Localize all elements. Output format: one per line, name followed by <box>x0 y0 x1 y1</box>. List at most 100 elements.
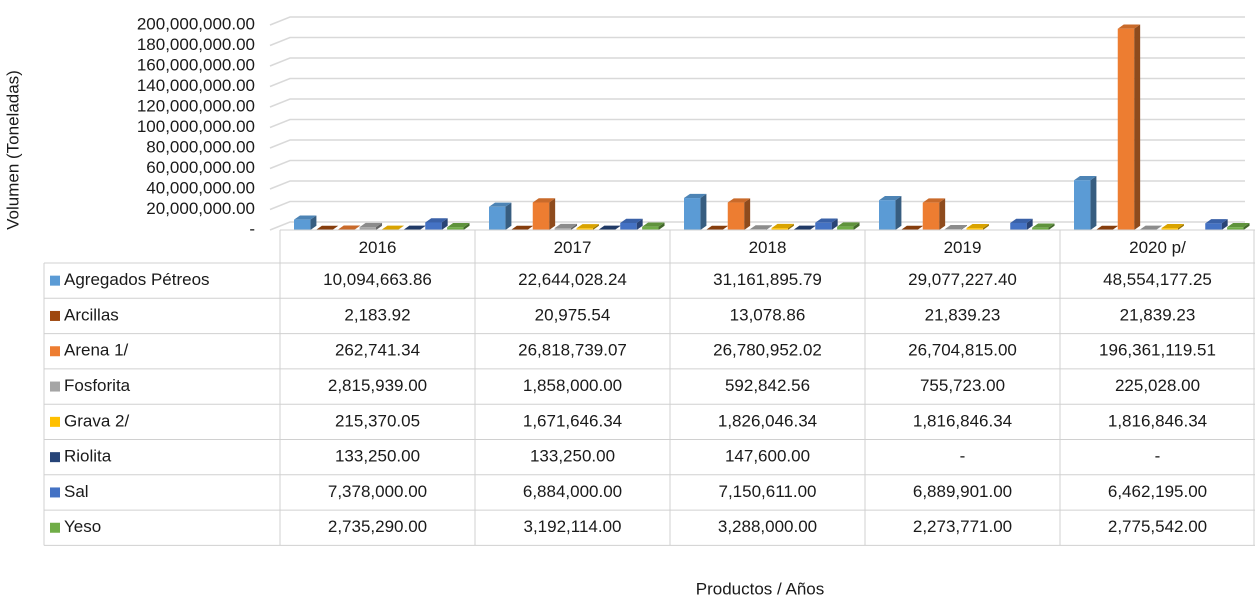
bar-top <box>1010 218 1033 223</box>
table-cell: 1,816,846.34 <box>913 411 1012 430</box>
bar <box>359 227 377 230</box>
bar-side <box>939 198 946 230</box>
bar <box>922 202 940 230</box>
table-cell: 133,250.00 <box>530 447 615 466</box>
bar-side <box>310 215 317 230</box>
table-cell: 31,161,895.79 <box>713 270 822 289</box>
bar-top <box>359 222 383 228</box>
y-tick-label: 40,000,000.00 <box>146 178 255 197</box>
bar-side <box>1134 24 1141 231</box>
bar-top <box>879 195 902 201</box>
bar-top <box>1032 223 1055 228</box>
bar <box>1010 222 1027 230</box>
bar-top <box>1074 176 1097 181</box>
legend-key <box>50 275 60 286</box>
bar-side <box>397 225 404 230</box>
x-tick-label: 2019 <box>944 238 982 257</box>
legend-label: Fosforita <box>64 376 131 395</box>
table-cell: 26,704,815.00 <box>908 341 1017 360</box>
bar-side <box>592 224 599 230</box>
bar-side <box>1026 218 1033 230</box>
legend-label: Sal <box>64 482 89 501</box>
bar <box>837 226 854 230</box>
bar-side <box>1243 222 1250 230</box>
table-cell: 48,554,177.25 <box>1103 270 1212 289</box>
bar-top <box>1227 222 1250 228</box>
bar-top <box>576 224 599 229</box>
bar-top <box>944 225 968 230</box>
grid-line <box>269 77 1245 88</box>
bar-side <box>1112 225 1119 230</box>
bar-top <box>315 225 339 230</box>
bar-side <box>658 222 665 230</box>
bar <box>489 206 506 230</box>
bar-top <box>727 198 751 203</box>
legend-key <box>50 381 60 392</box>
bar <box>294 219 311 230</box>
legend-key <box>50 452 60 463</box>
bar-top <box>966 223 989 229</box>
bar-side <box>332 225 339 230</box>
bar <box>1161 228 1178 230</box>
table-cell: 2,273,771.00 <box>913 517 1012 536</box>
bar-top <box>922 198 946 203</box>
table-cell: 755,723.00 <box>920 376 1005 395</box>
bar-top <box>598 225 621 230</box>
table-cell: 1,816,846.34 <box>1108 411 1207 430</box>
grid-line <box>269 16 1245 26</box>
y-tick-label: 200,000,000.00 <box>137 14 255 33</box>
table-cell: 13,078.86 <box>730 305 806 324</box>
bar <box>1205 223 1222 230</box>
bar-side <box>527 225 534 230</box>
table-cell: 22,644,028.24 <box>518 270 627 289</box>
table-cell: 6,462,195.00 <box>1108 482 1207 501</box>
y-tick-label: 20,000,000.00 <box>146 199 255 218</box>
bar-top <box>815 218 838 223</box>
bar-top <box>749 225 773 230</box>
bar-top <box>684 193 707 199</box>
bar-side <box>636 218 643 230</box>
bar-top <box>1095 225 1119 230</box>
table-cell: 196,361,119.51 <box>1099 341 1216 360</box>
y-tick-label: 60,000,000.00 <box>146 158 255 177</box>
bar-top <box>510 225 534 230</box>
bar-side <box>1221 219 1228 230</box>
table-cell: 2,183.92 <box>344 305 410 324</box>
bar-top <box>1161 223 1184 229</box>
bar-side <box>376 222 383 230</box>
table-cell: 592,842.56 <box>725 376 810 395</box>
bar-side <box>463 222 470 230</box>
bar <box>620 222 637 230</box>
bar-top <box>900 225 924 230</box>
bar-side <box>853 222 860 230</box>
legend-label: Agregados Pétreos <box>64 270 210 289</box>
legend-key <box>50 487 60 498</box>
y-tick-label: - <box>249 219 255 238</box>
table-cell: - <box>1155 447 1161 466</box>
bar-side <box>787 223 794 230</box>
x-tick-label: 2017 <box>554 238 592 257</box>
legend-label: Arena 1/ <box>64 341 129 360</box>
bar-top <box>1139 225 1163 230</box>
legend-label: Arcillas <box>64 305 119 324</box>
x-tick-label: 2020 p/ <box>1129 238 1186 257</box>
table-cell: 7,150,611.00 <box>719 482 817 501</box>
grid-line <box>269 180 1245 190</box>
x-axis-label: Productos / Años <box>696 579 825 598</box>
bar-top <box>705 225 729 230</box>
bar-top <box>620 218 643 223</box>
table-cell: 21,839.23 <box>925 305 1001 324</box>
bar-top <box>381 225 404 230</box>
bar <box>447 227 464 230</box>
bar <box>642 226 659 230</box>
bar-side <box>1090 176 1097 230</box>
table-cell: 29,077,227.40 <box>908 270 1017 289</box>
bar-side <box>614 225 621 230</box>
bar-top <box>447 222 470 228</box>
bar <box>532 202 550 230</box>
table-cell: 147,600.00 <box>725 447 810 466</box>
x-tick-label: 2018 <box>749 238 787 257</box>
bar-top <box>403 225 426 230</box>
bar <box>727 202 745 230</box>
bar-side <box>700 193 707 230</box>
